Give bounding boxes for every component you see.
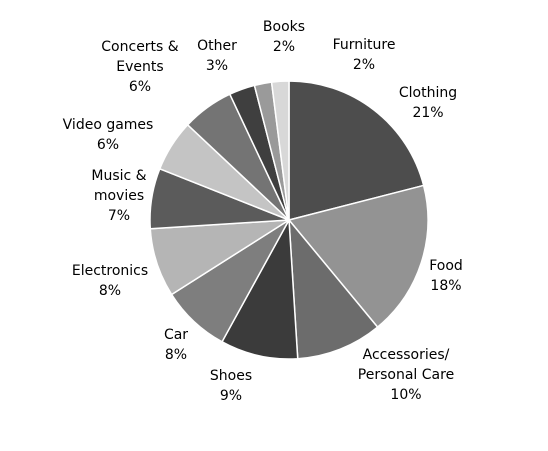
slice-label-other: Other 3% bbox=[197, 36, 237, 76]
slice-percent: 21% bbox=[412, 105, 444, 121]
slice-label-furniture: Furniture 2% bbox=[333, 35, 396, 75]
slice-name: Electronics bbox=[71, 263, 149, 279]
slice-label-car: Car 8% bbox=[164, 325, 188, 365]
slice-percent: 6% bbox=[128, 79, 152, 95]
slice-name: Food bbox=[429, 258, 463, 274]
slice-percent: 9% bbox=[219, 388, 243, 404]
slice-label-food: Food 18% bbox=[429, 256, 463, 296]
slice-furniture bbox=[270, 80, 290, 221]
pie-slices bbox=[149, 80, 429, 360]
slice-percent: 3% bbox=[205, 58, 229, 74]
slice-label-shoes: Shoes 9% bbox=[210, 366, 252, 406]
slice-label-books: Books 2% bbox=[263, 17, 305, 57]
slice-label-clothing: Clothing 21% bbox=[399, 83, 457, 123]
slice-name: Accessories/ bbox=[362, 347, 450, 363]
slice-name: Events bbox=[116, 59, 164, 75]
slice-clothing bbox=[288, 80, 425, 221]
slice-label-concerts-events: Concerts & Events 6% bbox=[101, 37, 178, 97]
slice-percent: 18% bbox=[430, 278, 462, 294]
slice-percent: 8% bbox=[98, 283, 122, 299]
slice-shoes bbox=[221, 219, 299, 360]
slice-percent: 7% bbox=[107, 208, 131, 224]
slice-name: Video games bbox=[62, 117, 154, 133]
slice-accessories-personal-care bbox=[288, 219, 379, 360]
slice-percent: 2% bbox=[272, 39, 296, 55]
slice-percent: 8% bbox=[164, 347, 188, 363]
slice-food bbox=[288, 184, 429, 328]
slice-percent: 2% bbox=[352, 57, 376, 73]
slice-label-music-movies: Music & movies 7% bbox=[91, 166, 146, 226]
slice-name: Clothing bbox=[398, 85, 458, 101]
slice-name: Car bbox=[163, 327, 189, 343]
slice-label-accessories-personal-care: Accessories/Personal Care 10% bbox=[358, 345, 454, 405]
slice-name: Music & bbox=[91, 168, 147, 184]
slice-name: Concerts & bbox=[101, 39, 179, 55]
slice-name: Other bbox=[197, 38, 237, 54]
slice-label-electronics: Electronics 8% bbox=[72, 261, 148, 301]
slice-name: movies bbox=[93, 188, 145, 204]
slice-percent: 10% bbox=[390, 387, 422, 403]
slice-name: Books bbox=[262, 19, 306, 35]
slice-name: Furniture bbox=[332, 37, 396, 53]
slice-name: Shoes bbox=[209, 368, 253, 384]
slice-name: Personal Care bbox=[357, 367, 455, 383]
slice-label-video-games: Video games 6% bbox=[63, 115, 154, 155]
slice-percent: 6% bbox=[96, 137, 120, 153]
